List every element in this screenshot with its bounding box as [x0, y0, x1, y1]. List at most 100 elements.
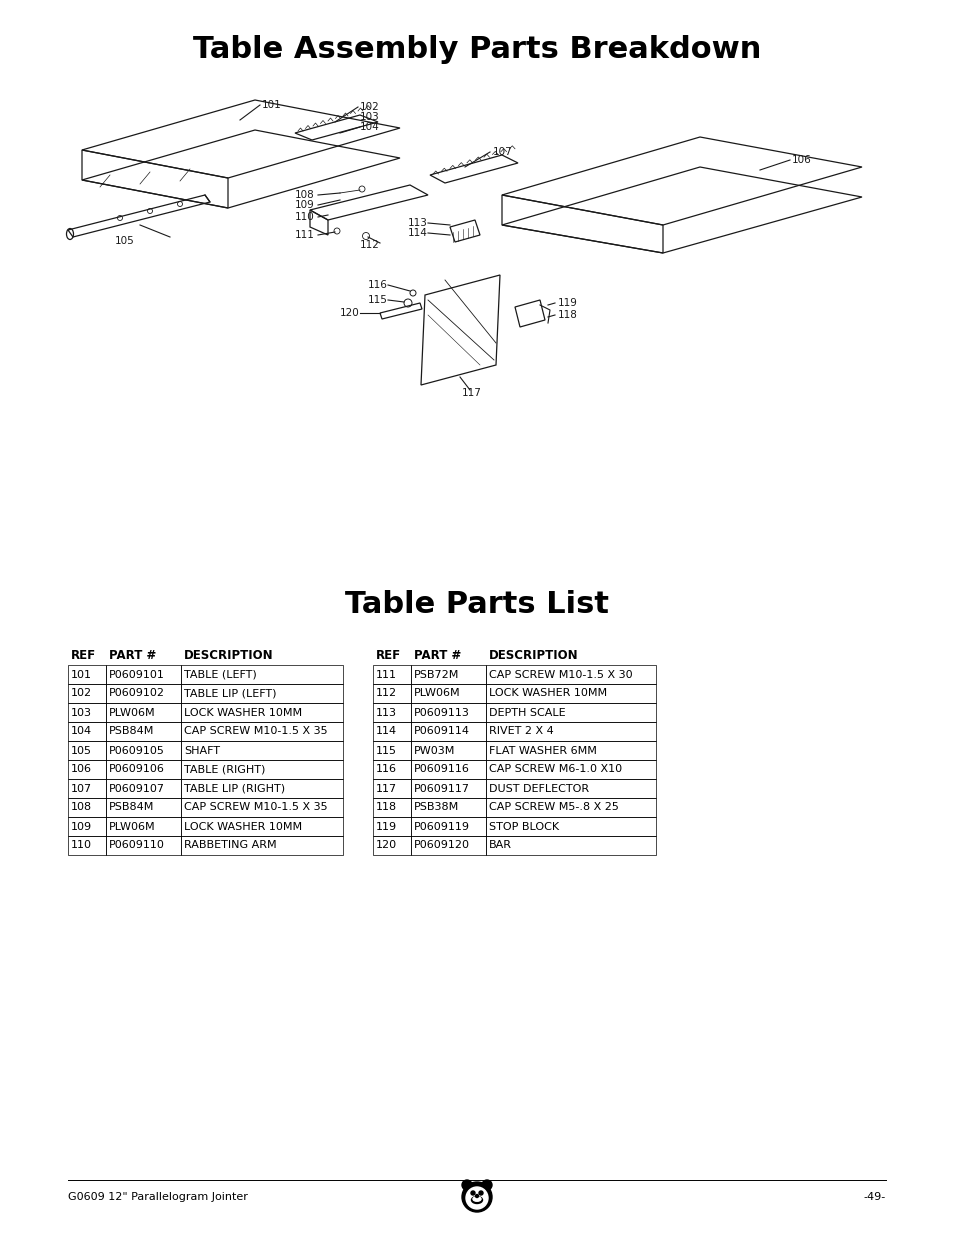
- Bar: [106, 818, 181, 836]
- Bar: [373, 836, 411, 855]
- Text: 108: 108: [71, 803, 92, 813]
- Text: REF: REF: [71, 650, 96, 662]
- Bar: [106, 779, 181, 798]
- Text: PSB38M: PSB38M: [414, 803, 458, 813]
- Text: 114: 114: [375, 726, 396, 736]
- Bar: [106, 722, 181, 741]
- Bar: [106, 703, 181, 722]
- Bar: [181, 798, 343, 818]
- Circle shape: [471, 1191, 475, 1195]
- Text: 117: 117: [461, 388, 481, 398]
- Text: 109: 109: [71, 821, 92, 831]
- Text: CAP SCREW M10-1.5 X 35: CAP SCREW M10-1.5 X 35: [184, 726, 327, 736]
- Text: 102: 102: [71, 688, 92, 699]
- Bar: [106, 684, 181, 703]
- Circle shape: [478, 1191, 482, 1195]
- Text: 113: 113: [408, 219, 428, 228]
- Text: 116: 116: [368, 280, 388, 290]
- Text: P0609107: P0609107: [109, 783, 165, 794]
- Text: P0609113: P0609113: [414, 708, 470, 718]
- Bar: [485, 836, 656, 855]
- Text: PLW06M: PLW06M: [109, 821, 155, 831]
- Bar: [485, 760, 656, 779]
- Ellipse shape: [471, 1197, 482, 1203]
- Bar: [68, 664, 106, 684]
- Text: DESCRIPTION: DESCRIPTION: [184, 650, 274, 662]
- Text: Table Parts List: Table Parts List: [345, 590, 608, 619]
- Bar: [485, 664, 656, 684]
- Text: LOCK WASHER 10MM: LOCK WASHER 10MM: [184, 708, 302, 718]
- Bar: [411, 818, 485, 836]
- Text: P0609114: P0609114: [414, 726, 470, 736]
- Text: P0609102: P0609102: [109, 688, 165, 699]
- Text: P0609116: P0609116: [414, 764, 470, 774]
- Text: P0609106: P0609106: [109, 764, 165, 774]
- Bar: [181, 741, 343, 760]
- Text: PART #: PART #: [414, 650, 460, 662]
- Text: PW03M: PW03M: [414, 746, 455, 756]
- Bar: [68, 684, 106, 703]
- Text: DEPTH SCALE: DEPTH SCALE: [489, 708, 565, 718]
- Text: P0609119: P0609119: [414, 821, 470, 831]
- Bar: [411, 760, 485, 779]
- Text: RIVET 2 X 4: RIVET 2 X 4: [489, 726, 553, 736]
- Text: TABLE LIP (LEFT): TABLE LIP (LEFT): [184, 688, 276, 699]
- Text: STOP BLOCK: STOP BLOCK: [489, 821, 558, 831]
- Bar: [411, 703, 485, 722]
- Text: 104: 104: [71, 726, 92, 736]
- Text: BAR: BAR: [489, 841, 512, 851]
- Text: 113: 113: [375, 708, 396, 718]
- Bar: [106, 760, 181, 779]
- Bar: [373, 818, 411, 836]
- Bar: [68, 779, 106, 798]
- Text: Table Assembly Parts Breakdown: Table Assembly Parts Breakdown: [193, 35, 760, 64]
- Bar: [181, 760, 343, 779]
- Bar: [485, 703, 656, 722]
- Bar: [68, 703, 106, 722]
- Circle shape: [461, 1182, 492, 1212]
- Text: 110: 110: [294, 212, 314, 222]
- Text: CAP SCREW M6-1.0 X10: CAP SCREW M6-1.0 X10: [489, 764, 621, 774]
- Text: 115: 115: [368, 295, 388, 305]
- Bar: [181, 818, 343, 836]
- Text: PSB84M: PSB84M: [109, 803, 154, 813]
- Bar: [411, 741, 485, 760]
- Bar: [181, 836, 343, 855]
- Text: CAP SCREW M10-1.5 X 35: CAP SCREW M10-1.5 X 35: [184, 803, 327, 813]
- Bar: [485, 818, 656, 836]
- Text: 107: 107: [71, 783, 92, 794]
- Bar: [485, 798, 656, 818]
- Text: 106: 106: [71, 764, 91, 774]
- Bar: [68, 836, 106, 855]
- Bar: [373, 741, 411, 760]
- Bar: [485, 722, 656, 741]
- Circle shape: [475, 1194, 478, 1198]
- Bar: [68, 760, 106, 779]
- Text: 114: 114: [408, 228, 428, 238]
- Text: CAP SCREW M10-1.5 X 30: CAP SCREW M10-1.5 X 30: [489, 669, 632, 679]
- Bar: [485, 684, 656, 703]
- Text: PSB84M: PSB84M: [109, 726, 154, 736]
- Text: 101: 101: [262, 100, 281, 110]
- Text: DUST DEFLECTOR: DUST DEFLECTOR: [489, 783, 589, 794]
- Bar: [68, 722, 106, 741]
- Bar: [373, 703, 411, 722]
- Bar: [373, 760, 411, 779]
- Bar: [181, 664, 343, 684]
- Text: 119: 119: [558, 298, 578, 308]
- Text: 104: 104: [359, 122, 379, 132]
- Bar: [411, 779, 485, 798]
- Text: PLW06M: PLW06M: [109, 708, 155, 718]
- Text: TABLE (RIGHT): TABLE (RIGHT): [184, 764, 265, 774]
- Bar: [373, 779, 411, 798]
- Text: -49-: -49-: [862, 1192, 885, 1202]
- Circle shape: [465, 1187, 488, 1209]
- Bar: [106, 741, 181, 760]
- Text: 107: 107: [493, 147, 512, 157]
- Bar: [68, 818, 106, 836]
- Text: 112: 112: [375, 688, 396, 699]
- Text: 120: 120: [375, 841, 396, 851]
- Text: 111: 111: [375, 669, 396, 679]
- Bar: [181, 684, 343, 703]
- Text: 111: 111: [294, 230, 314, 240]
